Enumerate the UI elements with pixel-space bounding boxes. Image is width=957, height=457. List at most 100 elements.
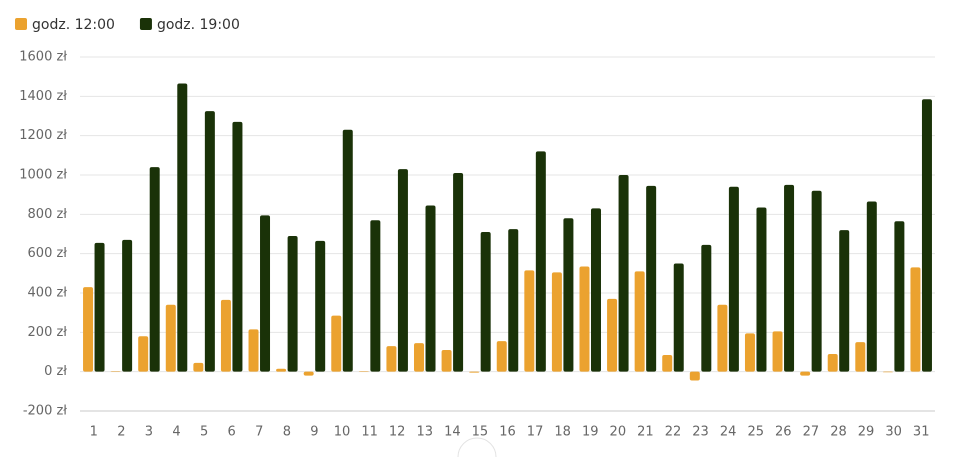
legend: godz. 12:00 godz. 19:00 xyxy=(15,17,240,33)
bar xyxy=(276,368,287,372)
bar xyxy=(331,315,342,372)
bar xyxy=(342,129,353,372)
bar xyxy=(397,169,408,372)
bar xyxy=(756,207,767,372)
x-tick-label: 18 xyxy=(554,425,571,440)
x-tick-label: 5 xyxy=(200,425,208,440)
x-tick-label: 1 xyxy=(90,425,98,440)
x-tick-label: 11 xyxy=(361,425,378,440)
bar xyxy=(232,121,243,372)
x-tick-label: 9 xyxy=(310,425,318,440)
x-tick-label: 30 xyxy=(885,425,902,440)
x-tick-label: 31 xyxy=(913,425,930,440)
bar xyxy=(386,346,397,372)
x-tick-label: 23 xyxy=(692,425,709,440)
bar xyxy=(508,229,519,372)
bar xyxy=(469,371,480,373)
x-tick-label: 4 xyxy=(172,425,180,440)
x-tick-label: 10 xyxy=(334,425,351,440)
bar xyxy=(204,111,215,372)
y-tick-label: 1200 zł xyxy=(19,128,67,143)
bar xyxy=(590,208,601,372)
y-tick-label: -200 zł xyxy=(23,404,67,419)
x-tick-label: 28 xyxy=(830,425,847,440)
x-tick-label: 22 xyxy=(665,425,682,440)
x-tick-label: 20 xyxy=(610,425,627,440)
bar xyxy=(894,221,905,372)
y-tick-label: 600 zł xyxy=(28,246,68,261)
bar xyxy=(882,371,893,373)
bar xyxy=(496,341,507,372)
bar xyxy=(83,287,94,372)
bar xyxy=(717,304,728,372)
bar xyxy=(701,244,712,372)
bar xyxy=(673,263,684,372)
bar xyxy=(827,353,838,372)
bar xyxy=(177,83,188,372)
bar xyxy=(563,218,574,372)
bar xyxy=(303,371,314,376)
bar xyxy=(800,371,811,376)
bar xyxy=(122,239,133,372)
bar xyxy=(634,271,645,372)
y-tick-label: 1400 zł xyxy=(19,89,67,104)
y-tick-label: 800 zł xyxy=(28,207,68,222)
scroll-handle xyxy=(457,437,497,457)
bar xyxy=(839,230,850,372)
y-tick-label: 1000 zł xyxy=(19,168,67,183)
bar xyxy=(811,190,822,372)
x-tick-label: 29 xyxy=(858,425,875,440)
bar xyxy=(193,362,204,372)
bar xyxy=(138,336,149,372)
bar xyxy=(414,343,425,372)
y-tick-label: 200 zł xyxy=(28,325,68,340)
bar xyxy=(370,220,381,372)
bar xyxy=(855,342,866,372)
bar xyxy=(646,185,657,372)
bar xyxy=(689,371,700,381)
bar xyxy=(784,184,795,372)
x-tick-label: 2 xyxy=(117,425,125,440)
y-tick-label: 1600 zł xyxy=(19,50,67,65)
bar xyxy=(744,333,755,372)
bar xyxy=(441,350,452,372)
x-tick-label: 17 xyxy=(527,425,544,440)
bar xyxy=(607,298,618,372)
bar xyxy=(260,215,271,372)
bar xyxy=(551,272,562,372)
bar xyxy=(453,173,464,372)
x-tick-label: 6 xyxy=(228,425,236,440)
legend-swatch xyxy=(15,18,27,30)
bar xyxy=(315,240,326,372)
x-tick-label: 14 xyxy=(444,425,461,440)
bar xyxy=(728,186,739,372)
bar xyxy=(772,331,783,372)
x-tick-label: 25 xyxy=(747,425,764,440)
legend-label: godz. 19:00 xyxy=(157,17,240,33)
x-tick-label: 24 xyxy=(720,425,737,440)
bar xyxy=(921,99,932,372)
x-tick-label: 21 xyxy=(637,425,654,440)
bar xyxy=(662,354,673,372)
bar xyxy=(425,205,436,372)
bar xyxy=(866,201,877,372)
bar xyxy=(910,267,921,372)
x-tick-label: 19 xyxy=(582,425,599,440)
x-tick-label: 3 xyxy=(145,425,153,440)
x-tick-label: 8 xyxy=(283,425,291,440)
x-tick-label: 27 xyxy=(803,425,820,440)
bar xyxy=(618,175,629,372)
bar xyxy=(358,371,369,372)
bar xyxy=(480,232,491,372)
x-tick-label: 15 xyxy=(472,425,489,440)
bar xyxy=(579,266,590,372)
x-tick-label: 13 xyxy=(416,425,433,440)
x-tick-label: 12 xyxy=(389,425,406,440)
bar xyxy=(165,304,176,372)
legend-swatch xyxy=(139,18,152,30)
legend-label: godz. 12:00 xyxy=(32,17,115,33)
bar xyxy=(220,299,231,372)
bar xyxy=(149,167,160,372)
bar xyxy=(524,270,535,372)
